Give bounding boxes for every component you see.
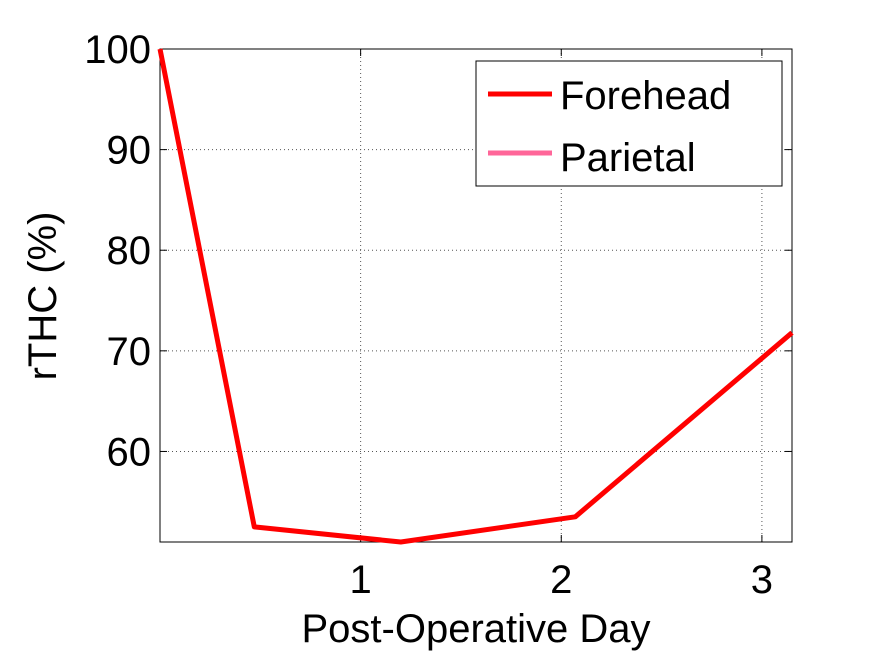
y-axis-label: rTHC (%) <box>21 212 65 381</box>
x-tick-label: 1 <box>350 558 372 602</box>
y-tick-label: 80 <box>107 229 152 273</box>
legend: Forehead Parietal <box>475 60 783 187</box>
series-lines <box>157 48 794 545</box>
legend-label-parietal: Parietal <box>560 136 696 180</box>
y-tick-label: 60 <box>107 430 152 474</box>
y-tick-label: 100 <box>84 28 151 72</box>
y-tick-label: 70 <box>107 330 152 374</box>
plot-frame <box>159 48 793 543</box>
legend-box <box>475 60 783 187</box>
x-axis-label: Post-Operative Day <box>301 607 650 651</box>
x-tick-label: 2 <box>550 558 572 602</box>
x-tick-label: 3 <box>751 558 773 602</box>
y-axis: 60 70 80 90 100 <box>84 28 792 474</box>
legend-label-forehead: Forehead <box>560 74 731 118</box>
x-axis: 1 2 3 <box>350 49 773 602</box>
series-line-forehead <box>157 48 794 545</box>
y-tick-label: 90 <box>107 129 152 173</box>
